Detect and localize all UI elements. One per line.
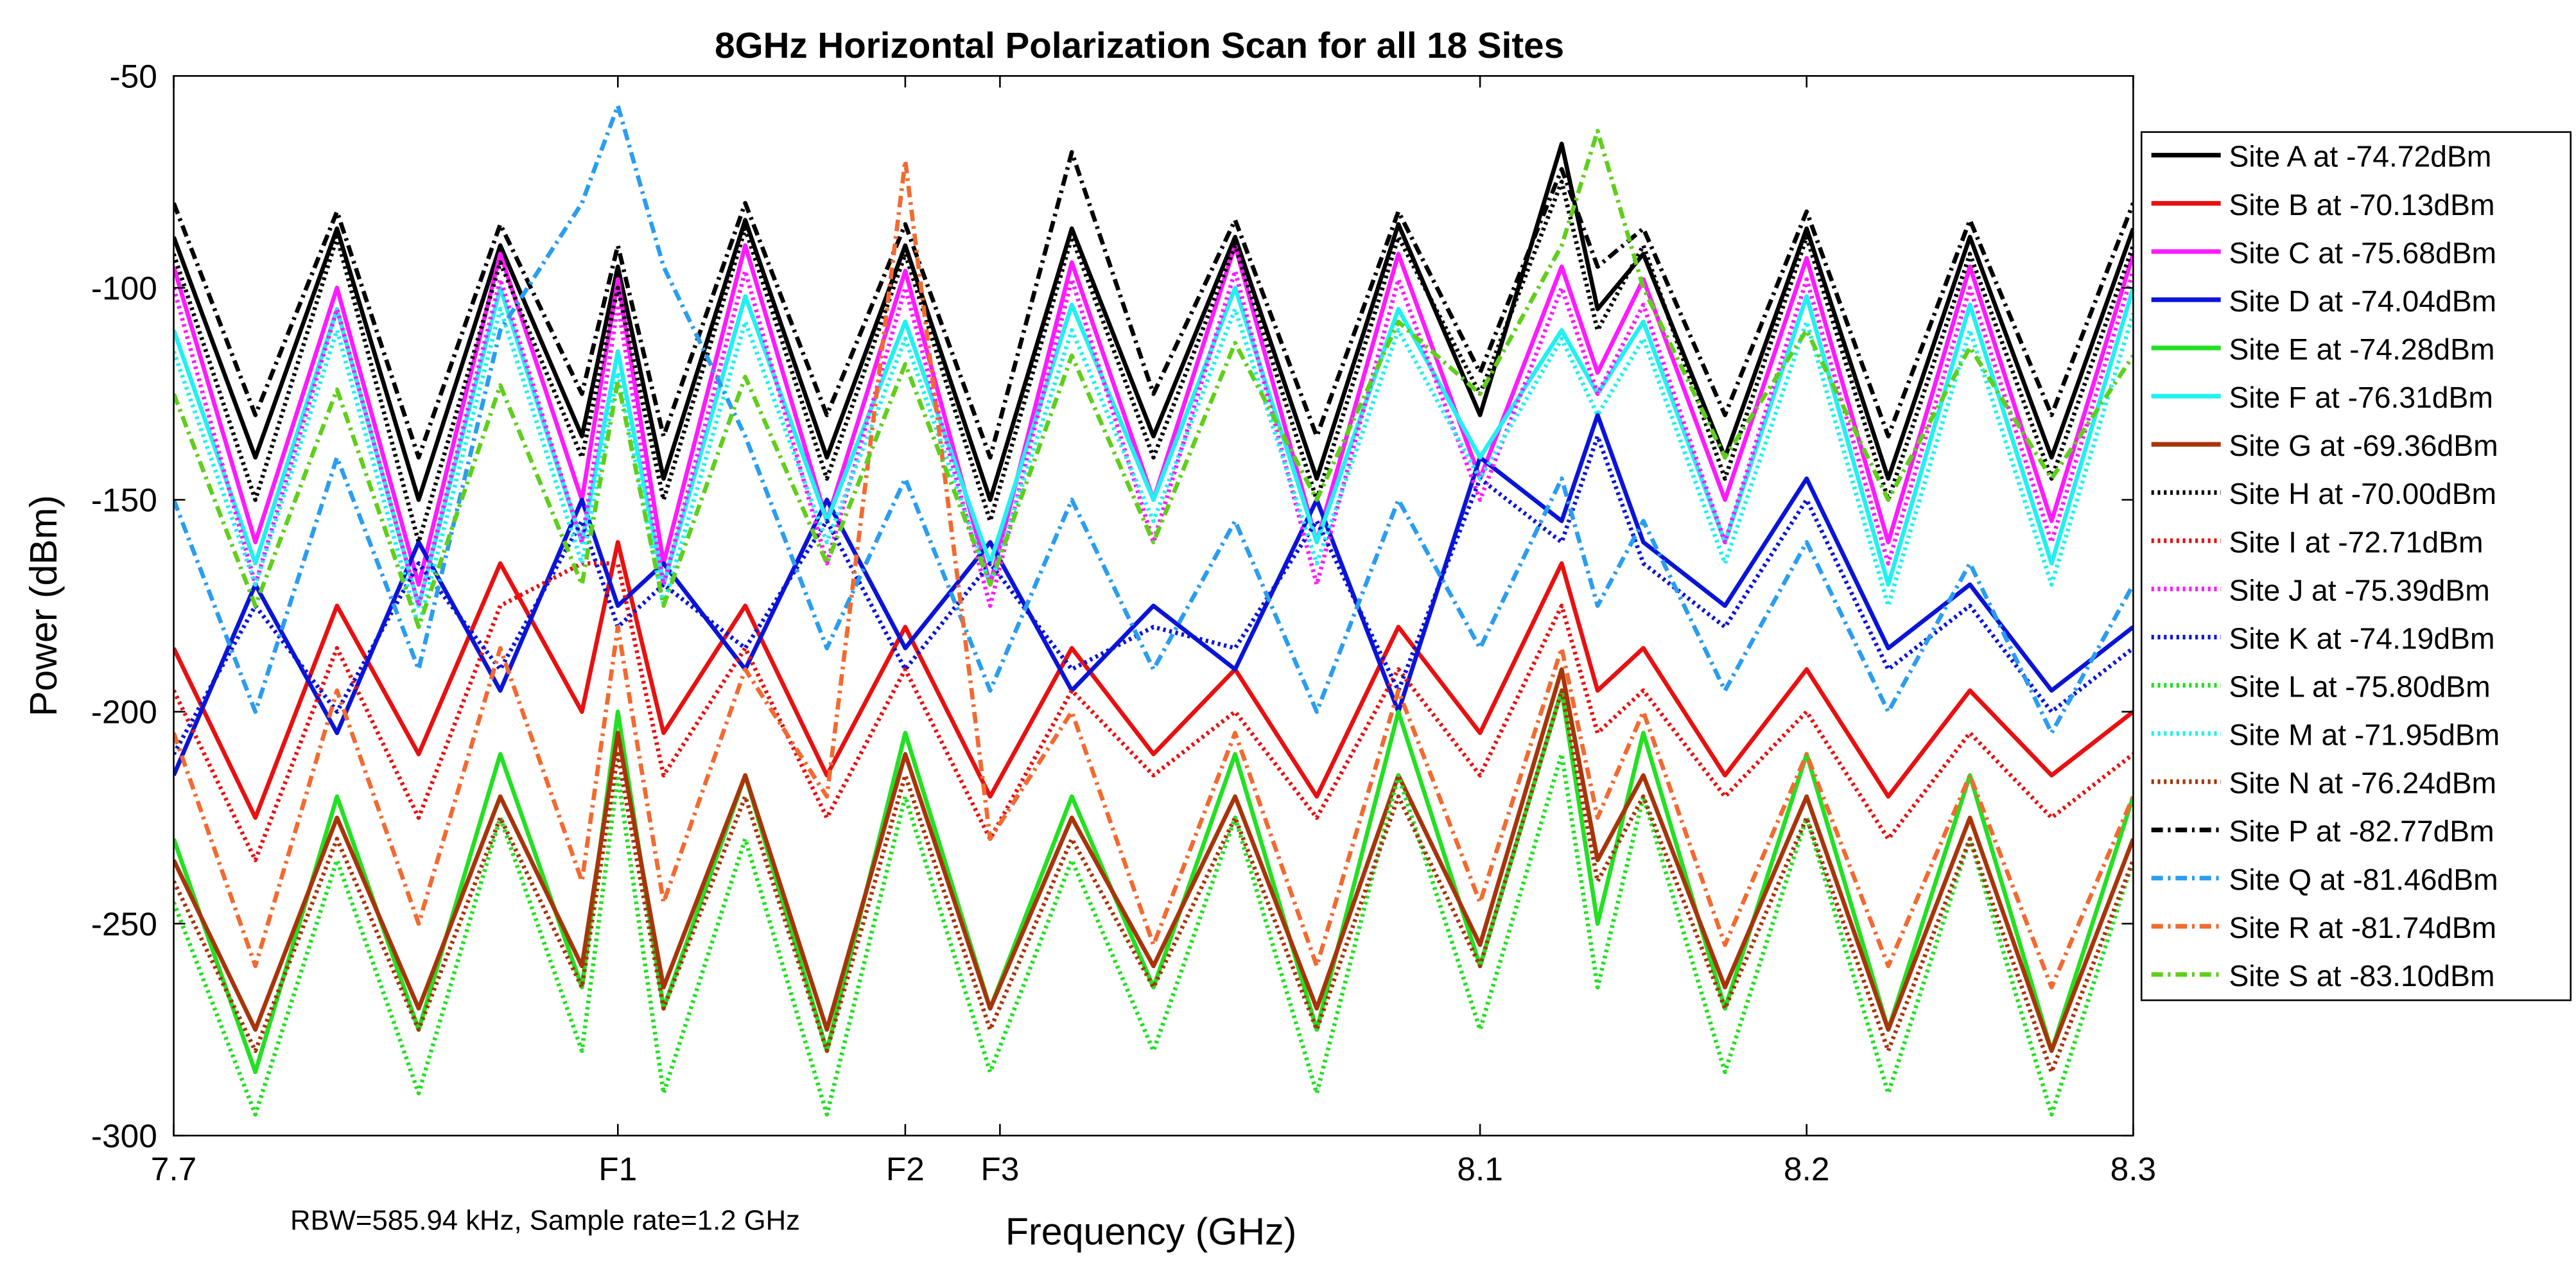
x-tick-label: 8.3 <box>2110 1150 2156 1187</box>
legend <box>2140 131 2572 1002</box>
legend-label: Site I at -72.71dBm <box>2229 525 2484 559</box>
y-tick-label: -300 <box>91 1117 157 1154</box>
series-line <box>173 128 2134 629</box>
legend-label: Site H at -70.00dBm <box>2229 477 2497 510</box>
series-line <box>173 540 2134 820</box>
series-line <box>173 413 2134 776</box>
series-line <box>173 434 2134 756</box>
legend-label: Site F at -76.31dBm <box>2229 381 2493 414</box>
legend-label: Site E at -74.28dBm <box>2229 333 2495 366</box>
y-tick-label: -50 <box>110 57 157 94</box>
chart-title: 8GHz Horizontal Polarization Scan for al… <box>715 25 1564 65</box>
y-tick-label: -250 <box>91 905 157 942</box>
legend-label: Site G at -69.36dBm <box>2229 429 2498 462</box>
y-axis-label: Power (dBm) <box>22 495 65 716</box>
series-line <box>173 158 2134 990</box>
x-tick-label: 8.1 <box>1457 1150 1502 1187</box>
legend-label: Site M at -71.95dBm <box>2229 718 2500 752</box>
series-line <box>173 141 2134 502</box>
legend-label: Site D at -74.04dBm <box>2229 284 2497 318</box>
plot-frame <box>173 74 2134 1137</box>
legend-label: Site B at -70.13dBm <box>2229 188 2495 221</box>
legend-label: Site S at -83.10dBm <box>2229 959 2495 993</box>
x-tick-label: 8.2 <box>1784 1150 1829 1187</box>
legend-label: Site J at -75.39dBm <box>2229 573 2490 607</box>
legend-label: Site Q at -81.46dBm <box>2229 863 2498 896</box>
x-tick-label: F1 <box>598 1150 637 1187</box>
series-line <box>173 667 2134 1054</box>
axes-layer: 7.7 F1 F2 F3 8.1 8.2 8.3 -50 -100 -150 -200 -250 -30… <box>91 57 2156 1187</box>
legend-label: Site K at -74.19dBm <box>2229 621 2495 655</box>
series-layer <box>173 103 2134 1117</box>
legend-label: Site L at -75.80dBm <box>2229 670 2491 703</box>
x-tick-label: F2 <box>886 1150 925 1187</box>
legend-label: Site A at -74.72dBm <box>2229 140 2492 173</box>
series-line <box>173 561 2134 863</box>
legend-label: Site P at -82.77dBm <box>2229 815 2494 848</box>
series-line <box>173 752 2134 1117</box>
legend-label: Site N at -76.24dBm <box>2229 767 2497 800</box>
y-tick-label: -150 <box>91 481 157 519</box>
series-line <box>173 268 2134 608</box>
series-line <box>173 150 2134 460</box>
legend-label: Site C at -75.68dBm <box>2229 236 2497 270</box>
legend-label: Site R at -81.74dBm <box>2229 911 2497 944</box>
y-tick-label: -200 <box>91 693 157 731</box>
y-tick-label: -100 <box>91 269 157 306</box>
x-tick-label: F3 <box>980 1150 1019 1187</box>
x-axis-label: Frequency (GHz) <box>1005 1210 1296 1253</box>
series-line <box>173 179 2134 544</box>
x-tick-label: 7.7 <box>151 1150 196 1187</box>
series-line <box>173 688 2134 1075</box>
series-line <box>173 307 2134 629</box>
annotation: RBW=585.94 kHz, Sample rate=1.2 GHz <box>290 1204 800 1236</box>
